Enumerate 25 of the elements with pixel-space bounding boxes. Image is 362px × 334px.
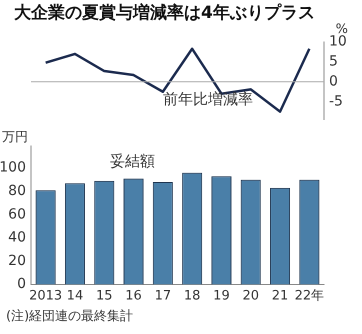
x-tick-label: 22年 [294, 288, 324, 304]
x-tick-label: 20 [242, 288, 260, 304]
y-tick-label: 80 [8, 183, 26, 199]
x-tick-label: 19 [213, 288, 230, 304]
y-tick-label: 20 [8, 252, 26, 269]
y-tick-label: 5 [329, 54, 338, 70]
x-tick-label: 14 [66, 288, 84, 304]
x-tick-label: 21 [272, 288, 288, 304]
y-tick-label: 0 [329, 73, 338, 90]
annotation: 妥結額 [110, 152, 155, 170]
text: (注)経団連の最終集計 [5, 308, 134, 326]
x-tick-label: 16 [125, 288, 142, 304]
chart-title: 大企業の夏賞与増減率は4年ぶりプラス [14, 3, 315, 23]
x-tick-label: 2013 [29, 288, 62, 304]
y-axis-title: 万円 [2, 130, 28, 145]
y-tick-label: 100 [0, 160, 26, 176]
x-tick-label: 15 [96, 288, 113, 304]
y-tick-label: 0 [17, 276, 26, 292]
annotation: 前年比増減率 [163, 90, 253, 108]
x-tick-label: 17 [154, 288, 172, 304]
y-tick-label: 40 [8, 230, 26, 246]
y-tick-label: 10 [329, 34, 347, 50]
x-tick-label: 18 [184, 288, 200, 304]
y-tick-label: -5 [329, 93, 343, 110]
y-tick-label: 60 [8, 206, 26, 222]
